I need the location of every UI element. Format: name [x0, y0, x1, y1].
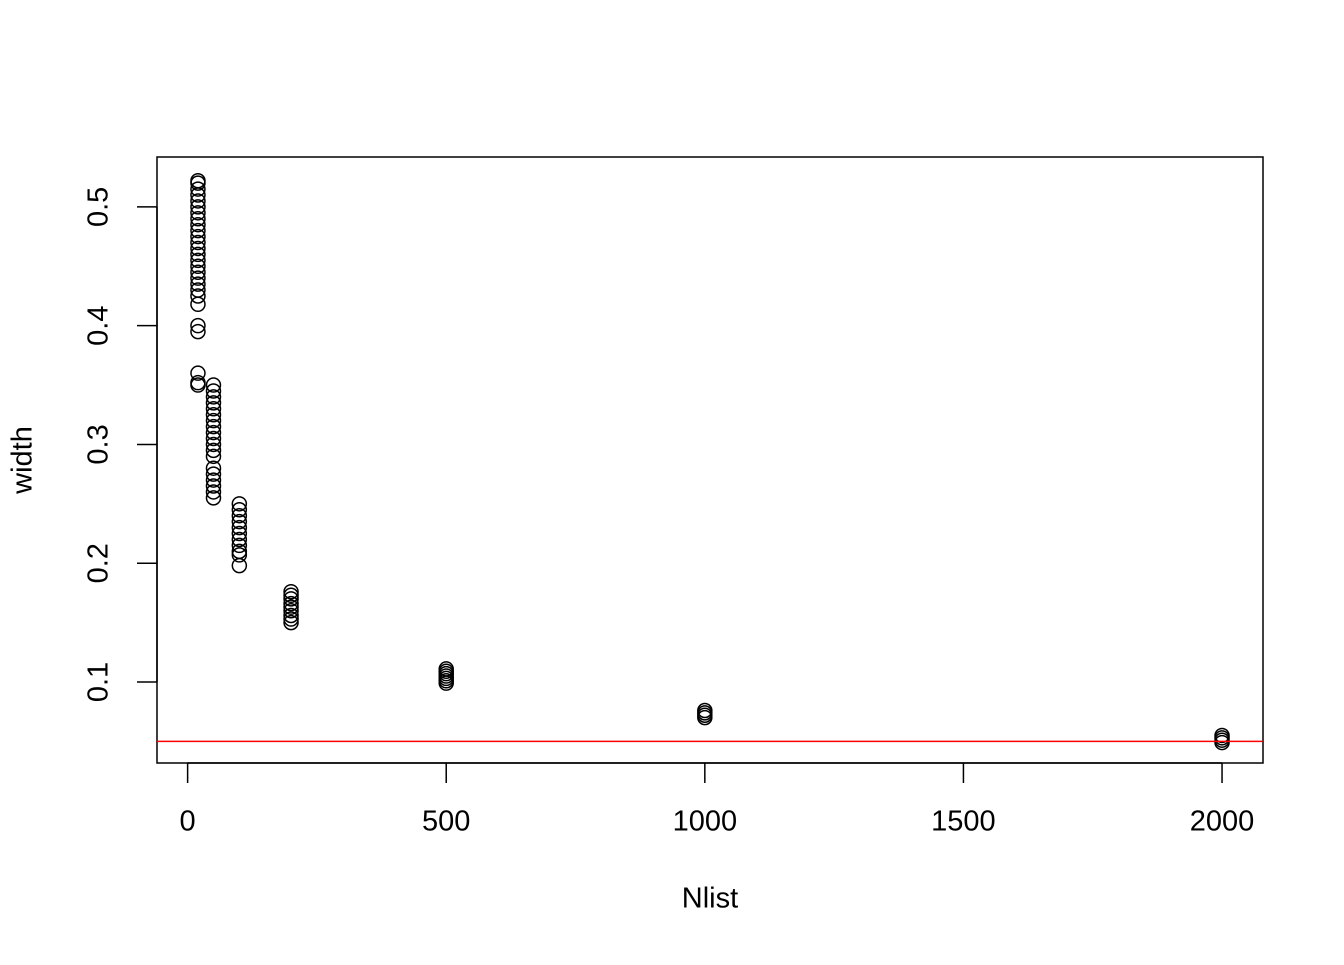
point [190, 173, 206, 189]
x-tick-label: 1500 [931, 806, 996, 838]
point [190, 317, 206, 334]
point [205, 377, 222, 393]
point [190, 264, 206, 280]
point [190, 323, 206, 340]
point [205, 490, 222, 506]
point [190, 181, 206, 197]
point [205, 401, 222, 417]
point [283, 614, 299, 631]
point [190, 288, 206, 304]
point [231, 531, 248, 548]
y-tick-label: 0.1 [83, 662, 115, 702]
x-tick-label: 0 [180, 806, 196, 838]
point [190, 211, 206, 227]
point [438, 661, 454, 677]
point [205, 430, 222, 447]
point [205, 472, 222, 488]
point [205, 383, 222, 399]
y-tick-label: 0.5 [83, 187, 115, 227]
point [190, 222, 206, 239]
x-tick-label: 2000 [1190, 806, 1255, 838]
point [283, 595, 299, 612]
point [205, 424, 222, 441]
point [231, 525, 248, 542]
point [190, 276, 206, 292]
point [1214, 727, 1230, 744]
point [231, 513, 248, 530]
point [190, 258, 206, 275]
x-tick-label: 1000 [673, 806, 738, 838]
point [205, 412, 222, 429]
point [283, 607, 299, 624]
point [283, 583, 299, 600]
point [283, 599, 299, 615]
point [231, 519, 248, 536]
point [283, 602, 299, 619]
point [205, 484, 222, 500]
point [231, 543, 248, 560]
y-tick-label: 0.2 [83, 543, 115, 583]
point [190, 228, 206, 245]
point [205, 389, 222, 405]
point [205, 442, 222, 459]
point [231, 537, 248, 554]
point [190, 246, 206, 263]
point [205, 448, 222, 465]
point [190, 216, 206, 233]
x-axis-label: Nlist [682, 883, 738, 915]
point [697, 702, 713, 719]
point [205, 395, 222, 411]
point [205, 436, 222, 453]
point [190, 282, 206, 298]
y-tick-label: 0.3 [83, 424, 115, 464]
x-tick-label: 500 [422, 806, 470, 838]
point [205, 460, 222, 476]
point [231, 547, 248, 563]
point [283, 591, 299, 607]
point [190, 205, 206, 221]
point [190, 240, 206, 257]
point [205, 466, 222, 482]
y-tick-label: 0.4 [83, 305, 115, 345]
point [283, 611, 299, 627]
point [190, 374, 206, 391]
point [283, 587, 299, 604]
point [190, 234, 206, 251]
point [190, 193, 206, 209]
point [231, 502, 248, 518]
point [190, 199, 206, 215]
point [231, 496, 248, 512]
point [190, 270, 206, 286]
point [231, 507, 248, 524]
point [205, 478, 222, 494]
point [205, 406, 222, 423]
point [190, 365, 206, 381]
point [205, 418, 222, 435]
y-axis-label: width [7, 426, 39, 495]
point [190, 252, 206, 269]
